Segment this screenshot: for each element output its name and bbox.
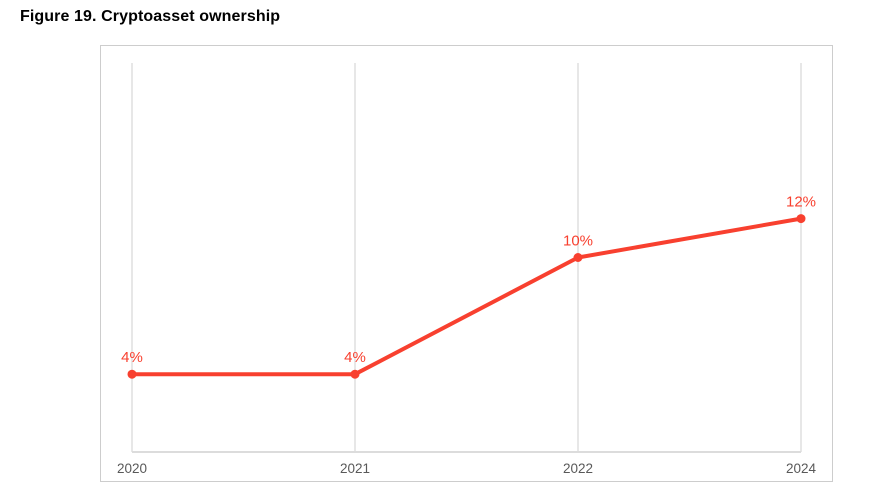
x-axis-tick-label: 2022 — [563, 461, 593, 476]
data-point-marker — [573, 253, 583, 262]
data-point-label: 4% — [121, 349, 143, 366]
figure-title: Figure 19. Cryptoasset ownership — [20, 8, 281, 25]
data-point-marker — [796, 214, 806, 224]
data-point-label: 10% — [563, 233, 593, 250]
x-axis-tick-label: 2020 — [117, 461, 147, 476]
x-axis-tick-label: 2021 — [340, 461, 370, 476]
data-point-label: 4% — [344, 349, 366, 366]
x-axis-tick-label: 2024 — [786, 461, 817, 476]
chart-container: 4% 4% 10% 12% 2020 2021 2022 2024 — [100, 45, 833, 482]
data-point-marker — [127, 369, 137, 379]
data-point-marker — [350, 369, 360, 379]
data-point-label: 12% — [786, 194, 816, 211]
series-line — [130, 216, 803, 377]
cryptoasset-ownership-line-chart: 4% 4% 10% 12% 2020 2021 2022 2024 — [117, 63, 817, 476]
